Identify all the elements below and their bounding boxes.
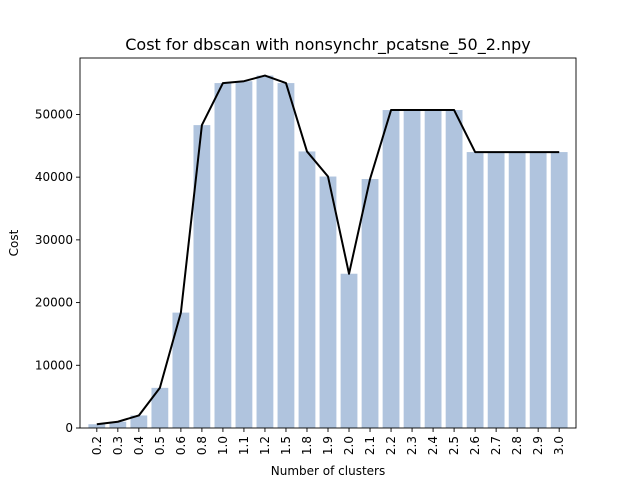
bar-2.1 — [361, 179, 379, 428]
x-tick-label: 0.6 — [174, 436, 188, 455]
bar-0.8 — [193, 125, 211, 428]
x-tick-label: 0.4 — [132, 436, 146, 455]
x-axis: 0.2 0.3 0.4 0.5 0.6 0.8 1.0 1.1 1.2 1.5 1.8 1.9 2.0 2… — [90, 428, 566, 455]
bar-1.1 — [235, 81, 253, 428]
bar-0.6 — [172, 312, 190, 428]
x-tick-label: 1.8 — [300, 436, 314, 455]
chart-title: Cost for dbscan with nonsynchr_pcatsne_5… — [125, 35, 531, 55]
x-tick-label: 2.3 — [405, 436, 419, 455]
cost-line — [96, 74, 560, 426]
bar-1.8 — [298, 151, 316, 428]
bar-3.0 — [550, 152, 568, 428]
x-tick-label: 0.2 — [90, 436, 104, 455]
x-tick-label: 2.1 — [363, 436, 377, 455]
line-series-group — [96, 74, 560, 426]
x-tick-label: 1.1 — [237, 436, 251, 455]
x-tick-label: 2.9 — [531, 436, 545, 455]
bar-0.2 — [88, 424, 106, 428]
x-tick-label: 1.0 — [216, 436, 230, 455]
bar-2.9 — [529, 152, 547, 428]
y-tick-label: 50000 — [35, 107, 73, 121]
x-tick-label: 2.7 — [489, 436, 503, 455]
x-tick-label: 2.6 — [468, 436, 482, 455]
bar-2.2 — [382, 110, 400, 429]
bar-2.6 — [466, 152, 484, 428]
bar-0.3 — [109, 421, 127, 428]
y-axis-label: Cost — [7, 229, 21, 256]
x-tick-label: 1.5 — [279, 436, 293, 455]
x-tick-label: 2.4 — [426, 436, 440, 455]
bar-1.5 — [277, 83, 295, 428]
bar-2.8 — [508, 152, 526, 428]
x-tick-label: 3.0 — [552, 436, 566, 455]
bar-2.0 — [340, 273, 358, 428]
x-tick-label: 0.8 — [195, 436, 209, 455]
x-tick-label: 2.2 — [384, 436, 398, 455]
y-tick-label: 20000 — [35, 296, 73, 310]
bar-1.9 — [319, 176, 337, 428]
bar-2.5 — [445, 110, 463, 429]
x-tick-label: 1.2 — [258, 436, 272, 455]
x-tick-label: 2.5 — [447, 436, 461, 455]
bars-group — [88, 75, 568, 429]
x-tick-label: 2.8 — [510, 436, 524, 455]
bar-2.4 — [424, 110, 442, 429]
x-tick-label: 1.9 — [321, 436, 335, 455]
y-tick-label: 0 — [65, 421, 73, 435]
y-tick-label: 30000 — [35, 233, 73, 247]
x-tick-label: 2.0 — [342, 436, 356, 455]
bar-2.7 — [487, 152, 505, 428]
bar-0.5 — [151, 387, 169, 428]
y-tick-label: 40000 — [35, 170, 73, 184]
y-tick-label: 10000 — [35, 358, 73, 372]
x-axis-label: Number of clusters — [271, 464, 385, 478]
bar-2.3 — [403, 110, 421, 429]
x-tick-label: 0.3 — [111, 436, 125, 455]
y-axis: 0 10000 20000 30000 40000 50000 — [35, 107, 80, 435]
bar-1.2 — [256, 75, 274, 428]
x-tick-label: 0.5 — [153, 436, 167, 455]
bar-0.4 — [130, 415, 148, 428]
bar-1.0 — [214, 83, 232, 428]
